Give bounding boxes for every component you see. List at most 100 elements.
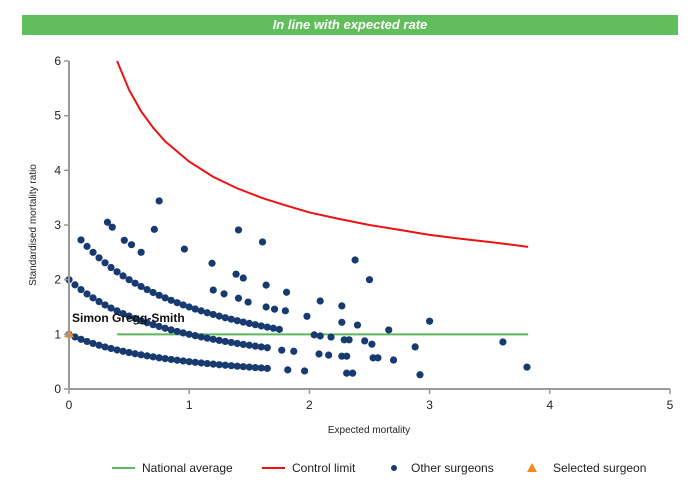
other-surgeon-point[interactable] [269, 324, 277, 332]
other-surgeon-point[interactable] [343, 352, 351, 360]
other-surgeon-point[interactable] [221, 314, 229, 322]
other-surgeon-point[interactable] [179, 357, 187, 365]
other-surgeon-point[interactable] [345, 336, 353, 344]
other-surgeon-point[interactable] [523, 363, 531, 371]
other-surgeon-point[interactable] [143, 352, 151, 360]
other-surgeon-point[interactable] [95, 341, 103, 349]
other-surgeon-point[interactable] [125, 312, 133, 320]
other-surgeon-point[interactable] [197, 359, 205, 367]
other-surgeon-point[interactable] [179, 329, 187, 337]
other-surgeon-point[interactable] [338, 302, 346, 310]
other-surgeon-point[interactable] [191, 358, 199, 366]
other-surgeon-point[interactable] [107, 263, 115, 272]
other-surgeon-point[interactable] [125, 276, 133, 284]
other-surgeon-point[interactable] [143, 319, 151, 327]
legend-control-limit[interactable]: Control limit [292, 461, 356, 475]
other-surgeon-point[interactable] [180, 245, 188, 253]
other-surgeon-point[interactable] [257, 322, 265, 330]
other-surgeon-point[interactable] [275, 325, 283, 333]
other-surgeon-point[interactable] [239, 318, 247, 326]
other-surgeon-point[interactable] [149, 353, 157, 361]
other-surgeon-point[interactable] [107, 344, 115, 353]
other-surgeon-point[interactable] [263, 344, 271, 352]
other-surgeon-point[interactable] [83, 242, 91, 250]
other-surgeon-point[interactable] [338, 318, 346, 326]
other-surgeon-point[interactable] [155, 291, 163, 299]
other-surgeon-point[interactable] [232, 270, 240, 278]
other-surgeon-point[interactable] [77, 286, 85, 294]
other-surgeon-point[interactable] [368, 340, 376, 348]
other-surgeon-point[interactable] [119, 310, 127, 318]
other-surgeon-point[interactable] [167, 326, 175, 334]
other-surgeon-point[interactable] [167, 355, 175, 364]
other-surgeon-point[interactable] [149, 288, 157, 297]
other-surgeon-point[interactable] [95, 297, 103, 306]
other-surgeon-point[interactable] [173, 356, 181, 364]
other-surgeon-point[interactable] [131, 314, 139, 323]
other-surgeon-point[interactable] [251, 363, 259, 372]
other-surgeon-point[interactable] [245, 341, 253, 349]
other-surgeon-point[interactable] [71, 333, 79, 341]
other-surgeon-point[interactable] [137, 248, 145, 256]
other-surgeon-point[interactable] [263, 323, 271, 331]
other-surgeon-point[interactable] [262, 303, 270, 311]
legend-national-average[interactable]: National average [142, 461, 233, 475]
other-surgeon-point[interactable] [113, 268, 121, 276]
other-surgeon-point[interactable] [233, 339, 241, 348]
other-surgeon-point[interactable] [315, 350, 323, 358]
other-surgeon-point[interactable] [125, 348, 133, 357]
other-surgeon-point[interactable] [89, 294, 97, 302]
other-surgeon-point[interactable] [113, 307, 121, 315]
other-surgeon-point[interactable] [203, 334, 211, 342]
other-surgeon-point[interactable] [361, 337, 369, 345]
other-surgeon-point[interactable] [262, 281, 270, 289]
other-surgeon-point[interactable] [149, 321, 157, 329]
other-surgeon-point[interactable] [258, 238, 267, 246]
other-surgeon-point[interactable] [353, 321, 362, 329]
other-surgeon-point[interactable] [227, 315, 235, 323]
other-surgeon-point[interactable] [173, 327, 181, 336]
other-surgeon-point[interactable] [343, 369, 351, 377]
other-surgeon-point[interactable] [221, 361, 229, 369]
other-surgeon-point[interactable] [167, 296, 175, 304]
other-surgeon-point[interactable] [351, 256, 359, 264]
other-surgeon-point[interactable] [155, 197, 163, 205]
other-surgeon-point[interactable] [239, 340, 247, 348]
other-surgeon-point[interactable] [215, 361, 223, 369]
other-surgeon-point[interactable] [310, 331, 318, 339]
other-surgeon-point[interactable] [233, 362, 241, 370]
other-surgeon-point[interactable] [127, 241, 136, 249]
other-surgeon-point[interactable] [119, 347, 127, 355]
other-surgeon-point[interactable] [203, 309, 211, 317]
other-surgeon-point[interactable] [499, 338, 507, 346]
other-surgeon-point[interactable] [209, 360, 217, 368]
other-surgeon-point[interactable] [83, 337, 91, 346]
other-surgeon-point[interactable] [290, 347, 298, 355]
other-surgeon-point[interactable] [161, 324, 169, 332]
other-surgeon-point[interactable] [389, 356, 398, 364]
other-surgeon-point[interactable] [179, 301, 187, 309]
other-surgeon-point[interactable] [95, 254, 103, 262]
other-surgeon-point[interactable] [208, 259, 216, 267]
other-surgeon-point[interactable] [150, 225, 158, 233]
other-surgeon-point[interactable] [278, 346, 286, 354]
other-surgeon-point[interactable] [257, 343, 265, 351]
other-surgeon-point[interactable] [89, 339, 97, 348]
other-surgeon-point[interactable] [143, 286, 151, 294]
other-surgeon-point[interactable] [385, 326, 393, 334]
other-surgeon-point[interactable] [113, 346, 121, 354]
other-surgeon-point[interactable] [173, 299, 181, 307]
other-surgeon-point[interactable] [284, 366, 292, 374]
other-surgeon-point[interactable] [185, 330, 193, 338]
other-surgeon-point[interactable] [316, 332, 324, 340]
other-surgeon-point[interactable] [197, 307, 205, 315]
other-surgeon-point[interactable] [131, 350, 139, 358]
other-surgeon-point[interactable] [349, 369, 357, 377]
other-surgeon-point[interactable] [234, 294, 243, 302]
other-surgeon-point[interactable] [108, 223, 116, 231]
other-surgeon-point[interactable] [101, 301, 109, 309]
other-surgeon-point[interactable] [137, 317, 145, 325]
other-surgeon-point[interactable] [239, 363, 247, 371]
other-surgeon-point[interactable] [103, 218, 112, 226]
other-surgeon-point[interactable] [191, 332, 199, 340]
